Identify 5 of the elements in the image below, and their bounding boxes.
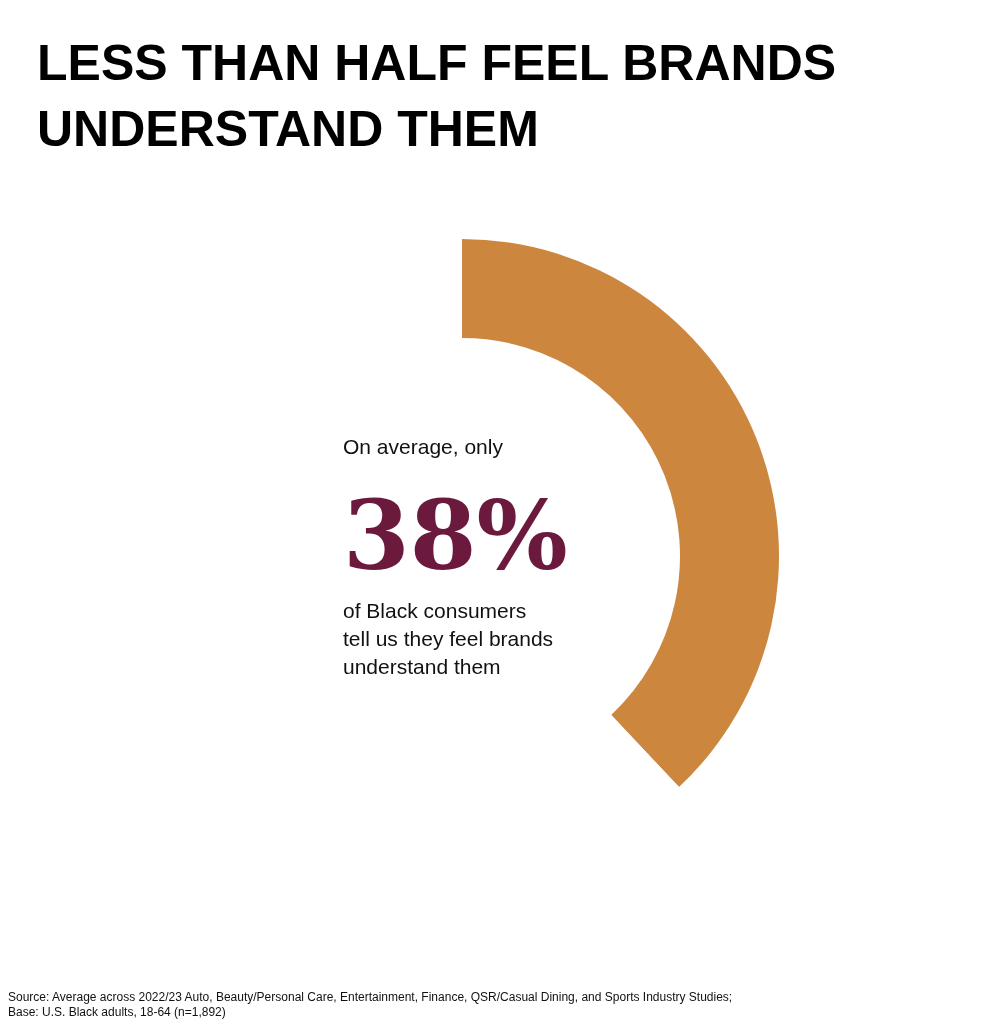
text: 38% <box>343 479 568 592</box>
text: On average, only <box>343 435 504 458</box>
chart-title: LESS THAN HALF FEEL BRANDS UNDERSTAND THEM <box>37 35 837 157</box>
text: of Black consumers tell us they feel brands understand them <box>343 599 554 678</box>
source-note: Source: Average across 2022/23 Auto, Beauty/Personal Care, Entertainment, Finance, QSR/Casual Dining, and Sports Industry Studies; Base: U.S. Black adults, 18-64 (n=1,892) <box>8 990 733 1019</box>
